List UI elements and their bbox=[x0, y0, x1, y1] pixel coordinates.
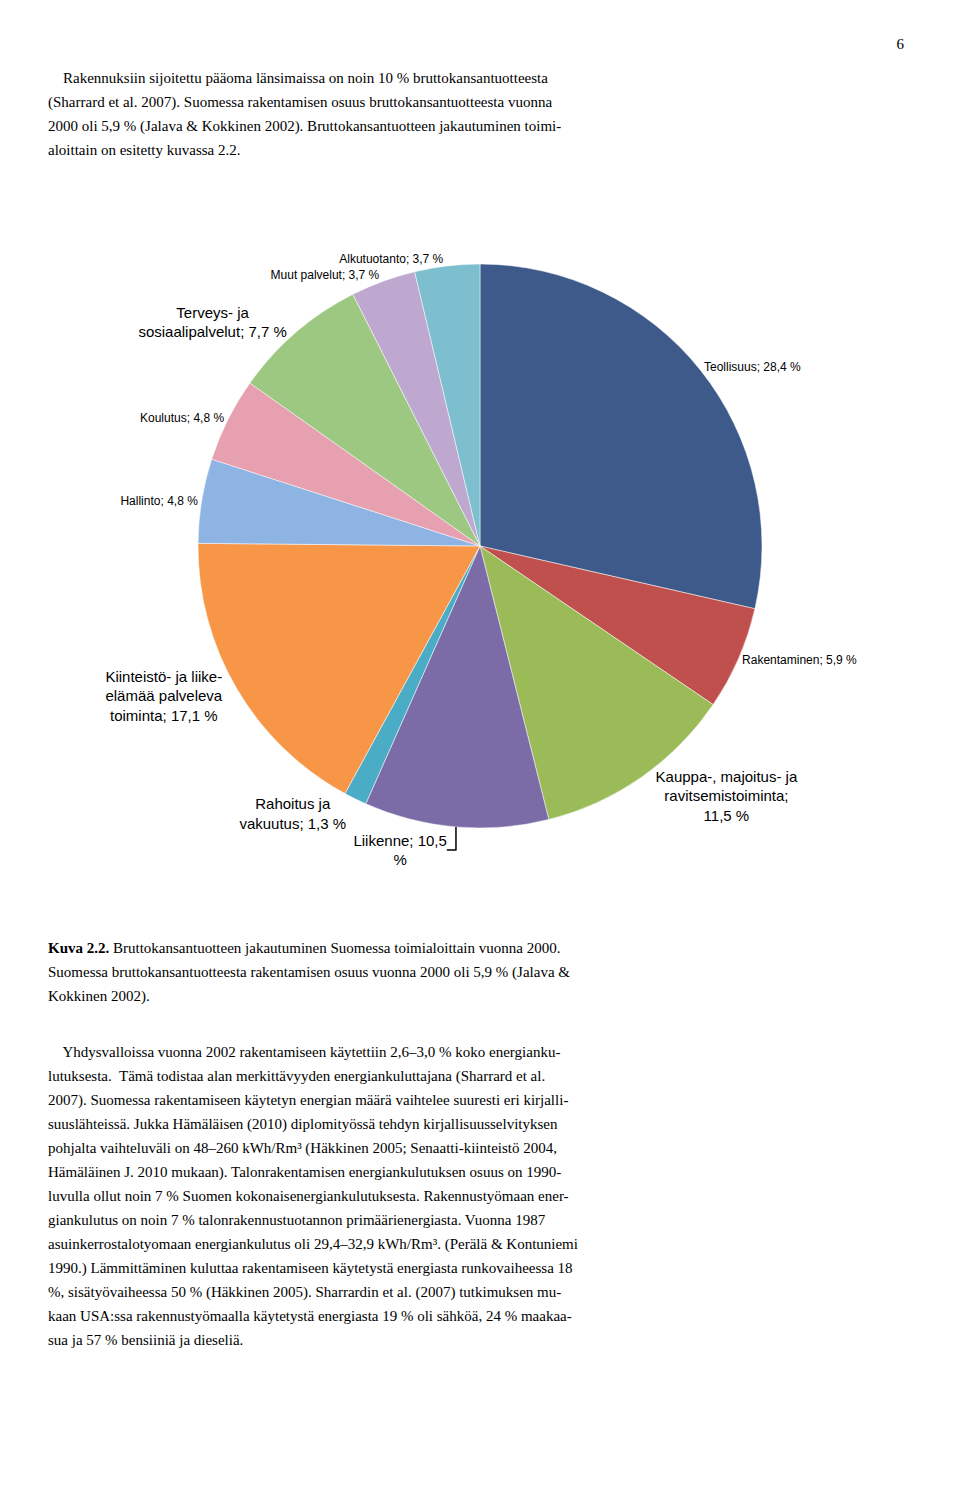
html-text:Kuva 2.2. Bruttokansantuotteen: Kuva 2.2. Bruttokansantuotteen jakautumi… bbox=[48, 940, 561, 956]
svg-text:Teollisuus; 28,4 %: Teollisuus; 28,4 % bbox=[704, 360, 801, 374]
svg-text:Alkutuotanto; 3,7 %: Alkutuotanto; 3,7 % bbox=[339, 252, 443, 266]
svg-text:Muut palvelut; 3,7 %: Muut palvelut; 3,7 % bbox=[271, 268, 380, 282]
html-text:%, sisätyövaiheessa 50 % (Häkk: %, sisätyövaiheessa 50 % (Häkkinen 2005)… bbox=[48, 1284, 562, 1300]
svg-text:Rahoitus javakuutus; 1,3 %: Rahoitus javakuutus; 1,3 % bbox=[239, 795, 346, 832]
svg-text:Terveys- jasosiaalipalvelut; 7: Terveys- jasosiaalipalvelut; 7,7 % bbox=[138, 304, 286, 341]
html-text:aloittain on esitetty kuvassa: aloittain on esitetty kuvassa 2.2. bbox=[48, 142, 241, 158]
html-text:Rakennuksiin sijoitettu pääoma: Rakennuksiin sijoitettu pääoma länsimais… bbox=[48, 70, 548, 86]
svg-text:Hallinto; 4,8 %: Hallinto; 4,8 % bbox=[120, 494, 198, 508]
html-text:(Sharrard et al. 2007). Suomes: (Sharrard et al. 2007). Suomessa rakenta… bbox=[48, 94, 552, 110]
html-text:pohjalta vaihteluväli on 48–26: pohjalta vaihteluväli on 48–260 kWh/Rm³ … bbox=[48, 1140, 557, 1156]
html-text:asuinkerrostalotyomaan energia: asuinkerrostalotyomaan energiankulutus o… bbox=[48, 1236, 578, 1252]
html-text:giankulutus on noin 7 % talonr: giankulutus on noin 7 % talonrakennustuo… bbox=[48, 1212, 546, 1228]
html-text:Yhdysvalloissa vuonna 2002 rak: Yhdysvalloissa vuonna 2002 rakentamiseen… bbox=[48, 1044, 561, 1060]
svg-text:Koulutus; 4,8 %: Koulutus; 4,8 % bbox=[140, 411, 224, 425]
html-text:kaan USA:ssa rakennustyömaalla: kaan USA:ssa rakennustyömaalla käytetyst… bbox=[48, 1308, 572, 1324]
html-text:2007). Suomessa rakentamiseen: 2007). Suomessa rakentamiseen käytetyn e… bbox=[48, 1092, 569, 1108]
html-text:sua ja 57 % bensiiniä ja diese: sua ja 57 % bensiiniä ja dieseliä. bbox=[48, 1332, 244, 1348]
html-text:Kokkinen 2002).: Kokkinen 2002). bbox=[48, 988, 150, 1004]
svg-text:Liikenne; 10,5%: Liikenne; 10,5% bbox=[353, 832, 446, 869]
svg-text:Kiinteistö- ja liike-elämää pa: Kiinteistö- ja liike-elämää palvelevatoi… bbox=[105, 668, 222, 724]
html-text:luvulla ollut noin 7 % Suomen: luvulla ollut noin 7 % Suomen kokonaisen… bbox=[48, 1188, 569, 1204]
html-text:1990.) Lämmittäminen kuluttaa: 1990.) Lämmittäminen kuluttaa rakentamis… bbox=[48, 1260, 573, 1276]
html-text:lutuksesta. Tämä todistaa alan: lutuksesta. Tämä todistaa alan merkittäv… bbox=[48, 1068, 546, 1084]
html-text:suuslähteissä. Jukka Hämäläise: suuslähteissä. Jukka Hämäläisen (2010) d… bbox=[48, 1116, 558, 1132]
html-text:Suomessa bruttokansantuotteest: Suomessa bruttokansantuotteesta rakentam… bbox=[48, 964, 570, 980]
html-text:Hämäläinen J. 2010 mukaan). Ta: Hämäläinen J. 2010 mukaan). Talonrakenta… bbox=[48, 1164, 562, 1180]
svg-text:Rakentaminen; 5,9 %: Rakentaminen; 5,9 % bbox=[742, 653, 857, 667]
svg-text:Kauppa-, majoitus- jaravitsemi: Kauppa-, majoitus- jaravitsemistoiminta;… bbox=[656, 768, 798, 824]
html-text:6: 6 bbox=[896, 36, 904, 52]
html-text:2000 oli 5,9 % (Jalava & Kokki: 2000 oli 5,9 % (Jalava & Kokkinen 2002).… bbox=[48, 118, 562, 134]
